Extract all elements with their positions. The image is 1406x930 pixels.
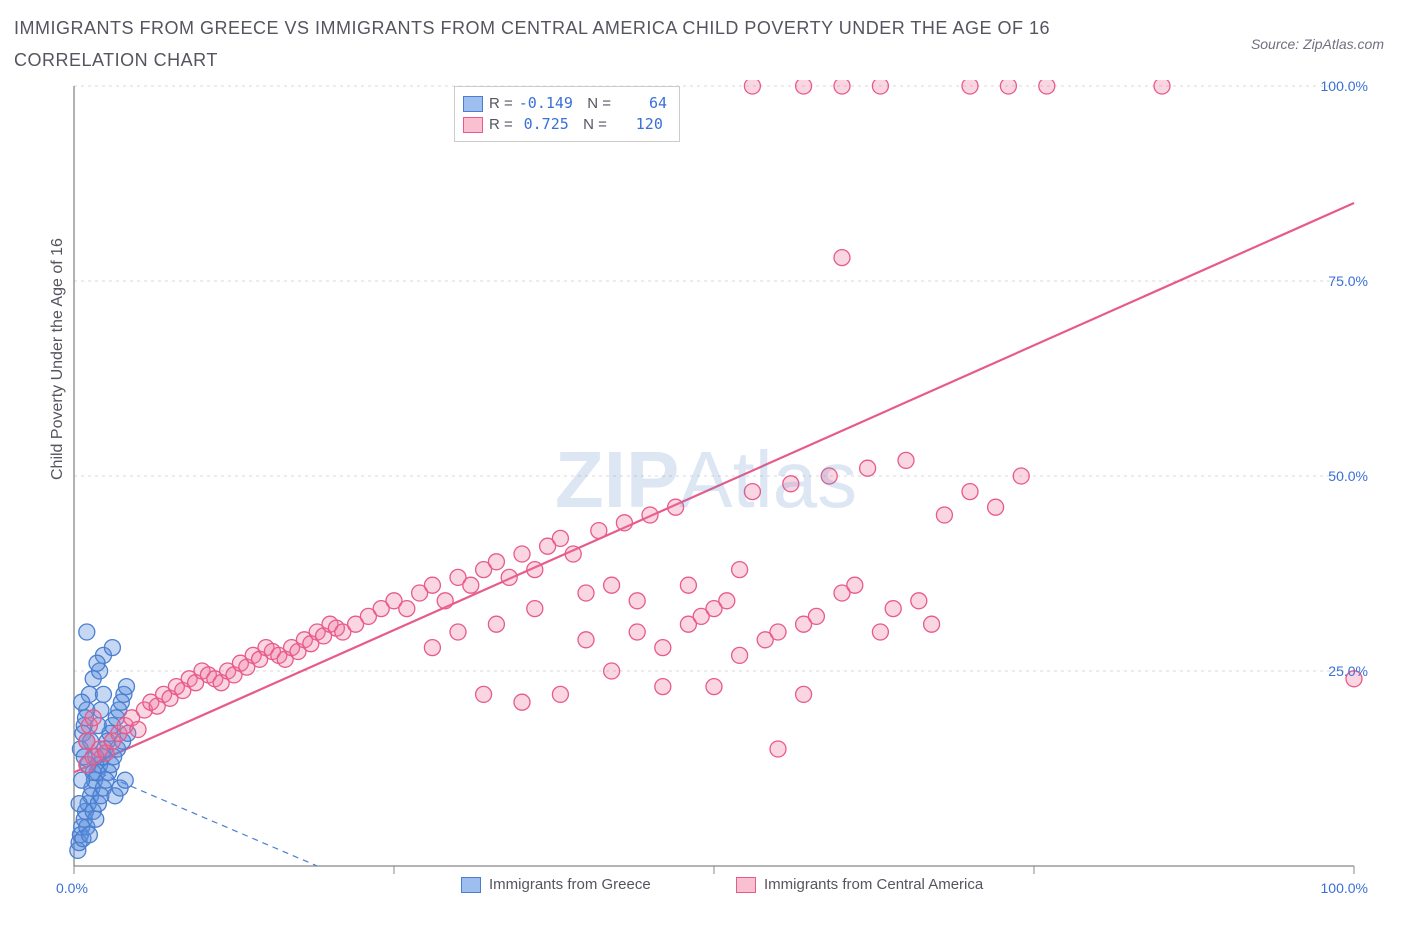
scatter-chart-svg	[46, 80, 1366, 880]
y-tick-label: 50.0%	[1328, 468, 1368, 484]
stats-n-value: 64	[617, 93, 667, 114]
correlation-stats-legend: R = -0.149 N = 64 R = 0.725 N = 120	[454, 86, 680, 142]
svg-wrapper	[46, 80, 1366, 880]
stats-r-value: -0.149	[519, 93, 573, 114]
y-tick-label: 25.0%	[1328, 663, 1368, 679]
legend-swatch-icon	[461, 877, 481, 893]
stats-row-central_america: R = 0.725 N = 120	[463, 114, 667, 135]
legend-label: Immigrants from Central America	[764, 876, 983, 893]
x-tick-label-max: 100.0%	[1321, 880, 1368, 896]
legend-swatch-icon	[463, 96, 483, 112]
x-tick-label-zero: 0.0%	[56, 880, 88, 896]
stats-row-greece: R = -0.149 N = 64	[463, 93, 667, 114]
legend-entry: Immigrants from Greece	[461, 876, 651, 893]
legend-entry: Immigrants from Central America	[736, 876, 983, 893]
plot-area: Child Poverty Under the Age of 16 ZIPAtl…	[46, 80, 1366, 880]
stats-r-label: R =	[489, 114, 513, 135]
legend-label: Immigrants from Greece	[489, 876, 651, 893]
chart-title: IMMIGRANTS FROM GREECE VS IMMIGRANTS FRO…	[14, 12, 1134, 77]
y-tick-label: 100.0%	[1321, 78, 1368, 94]
legend-swatch-icon	[463, 117, 483, 133]
stats-n-label: N =	[575, 114, 607, 135]
y-tick-label: 75.0%	[1328, 273, 1368, 289]
stats-r-value: 0.725	[519, 114, 569, 135]
stats-r-label: R =	[489, 93, 513, 114]
chart-container: IMMIGRANTS FROM GREECE VS IMMIGRANTS FRO…	[0, 0, 1406, 930]
stats-n-label: N =	[579, 93, 611, 114]
legend-swatch-icon	[736, 877, 756, 893]
source-attribution: Source: ZipAtlas.com	[1251, 36, 1384, 52]
stats-n-value: 120	[613, 114, 663, 135]
